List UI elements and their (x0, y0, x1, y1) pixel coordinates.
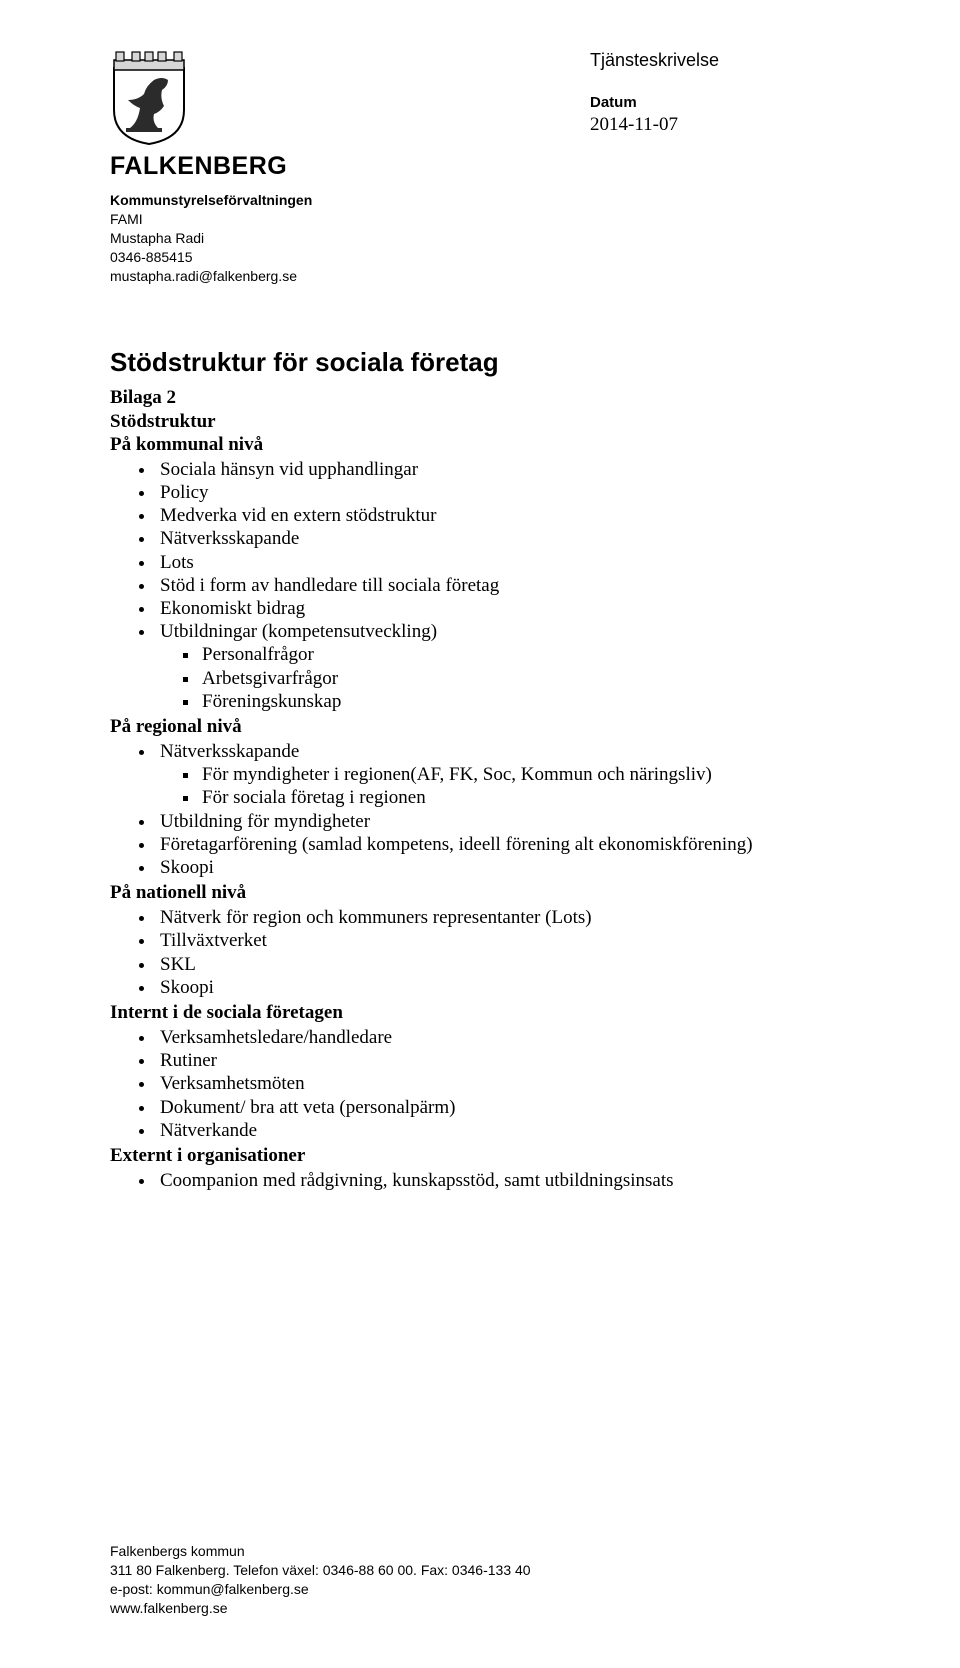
list-item: Nätverksskapande (156, 527, 870, 550)
list-nationell: Nätverk för region och kommuners represe… (110, 906, 870, 999)
list-item-label: Utbildningar (kompetensutveckling) (160, 621, 437, 642)
list-item: Utbildningar (kompetensutveckling) Perso… (156, 620, 870, 713)
list-item: Dokument/ bra att veta (personalpärm) (156, 1096, 870, 1119)
list-item: Nätverk för region och kommuners represe… (156, 906, 870, 929)
attachment-label: Bilaga 2 (110, 386, 870, 409)
list-item: Nätverkande (156, 1119, 870, 1142)
list-internt: Verksamhetsledare/handledare Rutiner Ver… (110, 1026, 870, 1142)
footer-line3: e-post: kommun@falkenberg.se (110, 1580, 531, 1599)
document-type: Tjänsteskrivelse (590, 50, 870, 71)
footer-line2: 311 80 Falkenberg. Telefon växel: 0346-8… (110, 1561, 531, 1580)
sender-block: Kommunstyrelseförvaltningen FAMI Mustaph… (110, 191, 312, 285)
sender-name: Mustapha Radi (110, 229, 312, 248)
list-item: Coompanion med rådgivning, kunskapsstöd,… (156, 1169, 870, 1192)
municipality-shield-icon (110, 50, 188, 146)
list-kommunal: Sociala hänsyn vid upphandlingar Policy … (110, 458, 870, 713)
page: FALKENBERG Kommunstyrelseförvaltningen F… (0, 0, 960, 1668)
sublist-kommunal: Personalfrågor Arbetsgivarfrågor Förenin… (160, 643, 870, 713)
footer: Falkenbergs kommun 311 80 Falkenberg. Te… (110, 1542, 531, 1618)
section-heading-internt: Internt i de sociala företagen (110, 1001, 870, 1024)
footer-email-label: e-post: (110, 1581, 157, 1597)
date-value: 2014-11-07 (590, 113, 870, 138)
date-label: Datum (590, 93, 870, 113)
list-item: Medverka vid en extern stödstruktur (156, 504, 870, 527)
list-item: Skoopi (156, 976, 870, 999)
wordmark: FALKENBERG (110, 152, 287, 181)
list-item: Stöd i form av handledare till sociala f… (156, 574, 870, 597)
sender-dept: FAMI (110, 210, 312, 229)
section-heading-kommunal: På kommunal nivå (110, 433, 870, 456)
sublist-regional: För myndigheter i regionen(AF, FK, Soc, … (160, 763, 870, 809)
list-item: Verksamhetsmöten (156, 1072, 870, 1095)
list-item: Ekonomiskt bidrag (156, 597, 870, 620)
sender-email: mustapha.radi@falkenberg.se (110, 267, 312, 286)
list-item: Verksamhetsledare/handledare (156, 1026, 870, 1049)
subtitle: Stödstruktur (110, 410, 870, 433)
list-externt: Coompanion med rådgivning, kunskapsstöd,… (110, 1169, 870, 1192)
list-item: Utbildning för myndigheter (156, 810, 870, 833)
header-left: FALKENBERG Kommunstyrelseförvaltningen F… (110, 50, 312, 285)
section-heading-regional: På regional nivå (110, 715, 870, 738)
list-item: Policy (156, 481, 870, 504)
list-item: Lots (156, 551, 870, 574)
footer-email-value: kommun@falkenberg.se (157, 1581, 309, 1597)
section-heading-externt: Externt i organisationer (110, 1144, 870, 1167)
list-item: Arbetsgivarfrågor (200, 667, 870, 690)
footer-line4: www.falkenberg.se (110, 1599, 531, 1618)
footer-line1: Falkenbergs kommun (110, 1542, 531, 1561)
list-item: För sociala företag i regionen (200, 786, 870, 809)
list-item: Företagarförening (samlad kompetens, ide… (156, 833, 870, 856)
list-item: För myndigheter i regionen(AF, FK, Soc, … (200, 763, 870, 786)
header-right: Tjänsteskrivelse Datum 2014-11-07 (590, 50, 870, 137)
list-item: SKL (156, 953, 870, 976)
page-title: Stödstruktur för sociala företag (110, 347, 870, 378)
list-item: Nätverksskapande För myndigheter i regio… (156, 740, 870, 810)
sender-phone: 0346-885415 (110, 248, 312, 267)
list-item: Tillväxtverket (156, 929, 870, 952)
list-item: Personalfrågor (200, 643, 870, 666)
list-item: Sociala hänsyn vid upphandlingar (156, 458, 870, 481)
list-item-label: Nätverksskapande (160, 741, 299, 762)
list-item: Skoopi (156, 856, 870, 879)
sender-org: Kommunstyrelseförvaltningen (110, 191, 312, 210)
list-item: Rutiner (156, 1049, 870, 1072)
list-item: Föreningskunskap (200, 690, 870, 713)
header-row: FALKENBERG Kommunstyrelseförvaltningen F… (110, 50, 870, 285)
body: Bilaga 2 Stödstruktur På kommunal nivå S… (110, 386, 870, 1192)
list-regional: Nätverksskapande För myndigheter i regio… (110, 740, 870, 879)
section-heading-nationell: På nationell nivå (110, 881, 870, 904)
